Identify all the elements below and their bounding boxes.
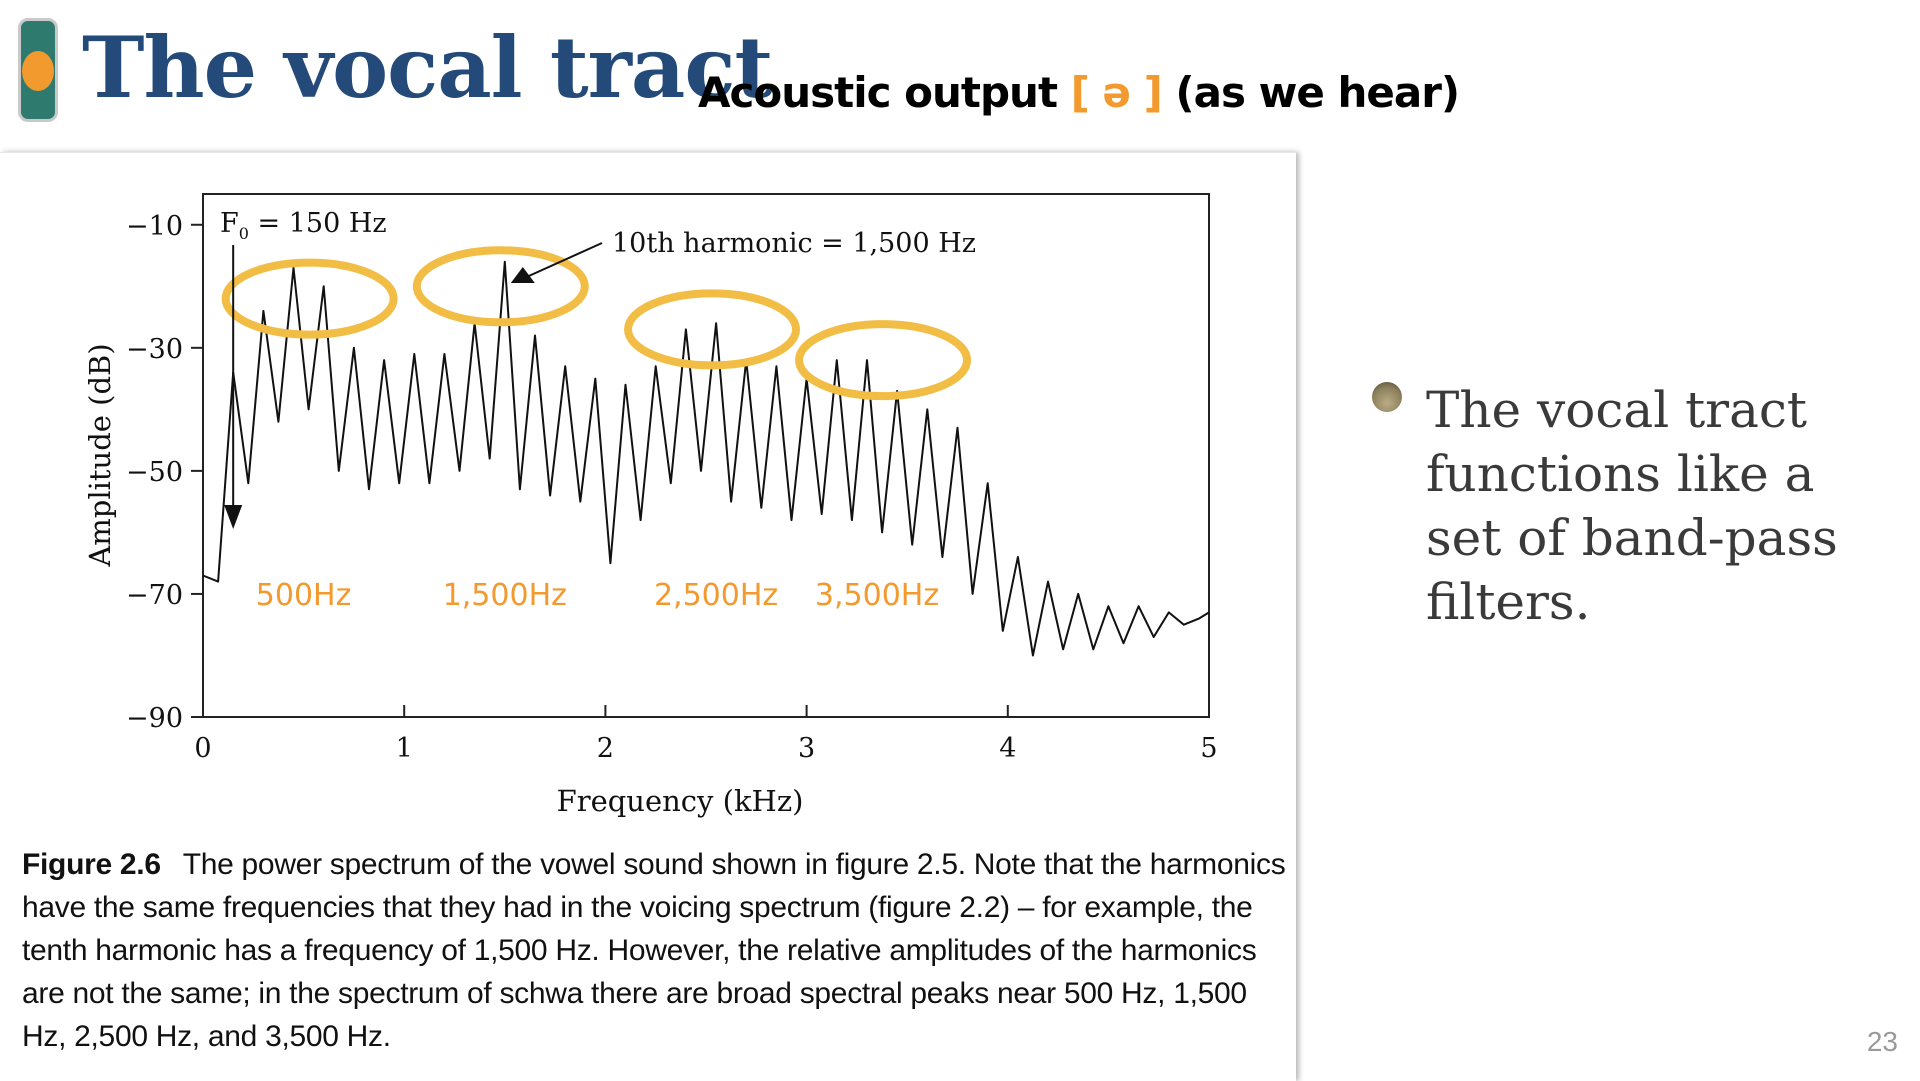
harmonic-annotation: 10th harmonic = 1,500 Hz bbox=[612, 228, 976, 259]
y-tick-label: −30 bbox=[126, 334, 183, 365]
f0-subscript: 0 bbox=[239, 224, 249, 243]
formant-highlight-ring bbox=[795, 320, 972, 401]
figure-caption-text: The power spectrum of the vowel sound sh… bbox=[22, 848, 1286, 1053]
bullet-icon bbox=[1372, 382, 1402, 412]
x-axis-label: Frequency (kHz) bbox=[557, 784, 804, 818]
formant-highlight-ring bbox=[624, 289, 801, 370]
subtitle-suffix: (as we hear) bbox=[1175, 68, 1460, 117]
y-axis-label: Amplitude (dB) bbox=[83, 343, 117, 567]
slide-number: 23 bbox=[1866, 1026, 1898, 1057]
subtitle-prefix: Acoustic output bbox=[698, 68, 1058, 117]
figure-label: Figure 2.6 bbox=[22, 848, 161, 881]
formant-labels: 500Hz 1,500Hz 2,500Hz 3,500Hz bbox=[256, 578, 939, 613]
formant-label: 3,500Hz bbox=[815, 578, 939, 613]
bullet-text: The vocal tract functions like a set of … bbox=[1426, 381, 1838, 631]
formant-highlight-ring bbox=[221, 258, 398, 339]
x-tick-label: 1 bbox=[396, 733, 413, 764]
slide-logo bbox=[18, 18, 58, 122]
x-tick-label: 3 bbox=[798, 733, 815, 764]
y-tick-label: −10 bbox=[126, 211, 183, 242]
subtitle-ipa: [ ə ] bbox=[1070, 68, 1163, 117]
figure-caption: Figure 2.6 The power spectrum of the vowe… bbox=[22, 843, 1292, 1058]
f0-value: = 150 Hz bbox=[249, 208, 387, 239]
y-tick-label: −90 bbox=[126, 703, 183, 734]
formant-highlight-ring bbox=[412, 246, 589, 327]
x-tick-label: 4 bbox=[999, 733, 1016, 764]
harmonic-arrow bbox=[510, 242, 603, 283]
plot-frame bbox=[202, 193, 1210, 718]
spectrum-line bbox=[202, 260, 1210, 657]
formant-label: 500Hz bbox=[256, 578, 352, 613]
harmonic-arrow-head bbox=[510, 267, 535, 283]
formant-label: 1,500Hz bbox=[443, 578, 567, 613]
slide-subtitle: Acoustic output [ ə ] (as we hear) bbox=[698, 68, 1460, 117]
power-spectrum-chart: −10 −30 −50 −70 −90 0 1 2 3 4 5 Amplitude (dB) Fr… bbox=[83, 193, 1218, 818]
f0-arrow bbox=[224, 245, 243, 529]
x-tick-label: 5 bbox=[1200, 733, 1217, 764]
highlight-rings bbox=[221, 246, 972, 401]
y-axis: −10 −30 −50 −70 −90 bbox=[126, 211, 203, 734]
slide-title: The vocal tract bbox=[82, 18, 773, 117]
f0-annotation: F0 = 150 Hz bbox=[220, 208, 387, 243]
x-tick-label: 2 bbox=[597, 733, 614, 764]
y-tick-label: −70 bbox=[126, 580, 183, 611]
f0-arrow-head bbox=[224, 505, 243, 529]
x-axis: 0 1 2 3 4 5 bbox=[194, 705, 1218, 764]
figure-panel: −10 −30 −50 −70 −90 0 1 2 3 4 5 Amplitude (dB) Fr… bbox=[0, 152, 1296, 1081]
slide-logo-dot bbox=[22, 51, 54, 91]
harmonic-arrow-shaft bbox=[528, 242, 603, 277]
formant-label: 2,500Hz bbox=[654, 578, 778, 613]
f0-letter: F bbox=[220, 208, 239, 239]
y-tick-label: −50 bbox=[126, 457, 183, 488]
x-tick-label: 0 bbox=[194, 733, 211, 764]
